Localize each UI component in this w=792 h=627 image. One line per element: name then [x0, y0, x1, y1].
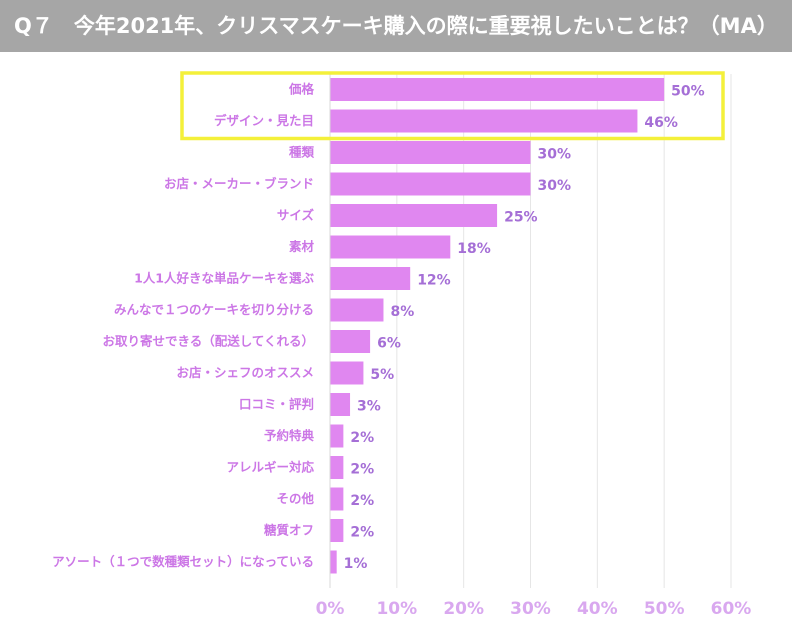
category-label: アソート（１つで数種類セット）になっている — [52, 554, 314, 569]
category-label: その他 — [276, 491, 314, 506]
value-label: 46% — [644, 115, 678, 131]
x-tick-label: 10% — [376, 599, 417, 619]
category-label: 1人1人好きな単品ケーキを選ぶ — [134, 271, 314, 286]
value-label: 2% — [350, 462, 374, 478]
value-label: 3% — [357, 399, 381, 415]
value-label: 2% — [350, 525, 374, 541]
bar — [330, 267, 411, 290]
bar — [330, 361, 364, 385]
bar — [330, 550, 337, 574]
value-label: 30% — [538, 147, 572, 163]
bar — [330, 204, 498, 227]
value-label: 18% — [457, 241, 491, 257]
x-tick-label: 60% — [711, 599, 752, 619]
x-tick-label: 40% — [577, 599, 618, 619]
bar — [330, 424, 344, 448]
category-label: 素材 — [289, 239, 315, 254]
category-label: お店・シェフのオススメ — [176, 365, 314, 380]
bar — [330, 330, 371, 353]
category-label: 価格 — [288, 82, 315, 97]
value-label: 2% — [350, 493, 374, 509]
bar — [330, 78, 665, 101]
bar — [330, 487, 344, 511]
bar — [330, 298, 384, 322]
category-label: デザイン・見た目 — [214, 113, 314, 128]
category-label: 予約特典 — [264, 428, 315, 443]
value-label: 25% — [504, 210, 538, 226]
highlight-box — [180, 71, 725, 141]
bar — [330, 172, 531, 196]
x-tick-label: 0% — [316, 599, 345, 619]
category-label: 口コミ・評判 — [239, 397, 314, 412]
value-label: 30% — [538, 178, 572, 194]
x-tick-label: 30% — [510, 599, 551, 619]
value-label: 5% — [370, 367, 394, 383]
x-tick-label: 20% — [443, 599, 484, 619]
value-label: 6% — [377, 336, 401, 352]
bar — [330, 456, 344, 479]
bar — [330, 109, 638, 133]
question-title: Q７ 今年2021年、クリスマスケーキ購入の際に重要視したいことは？（MA） — [14, 14, 778, 38]
category-label: お店・メーカー・ブランド — [164, 176, 314, 191]
value-label: 1% — [344, 556, 368, 572]
bar — [330, 519, 344, 542]
bar — [330, 235, 451, 259]
category-label: サイズ — [277, 208, 315, 223]
value-label: 8% — [390, 304, 414, 320]
value-label: 2% — [350, 430, 374, 446]
category-label: 糖質オフ — [264, 523, 314, 538]
category-label: お取り寄せできる（配送してくれる） — [102, 334, 314, 349]
header-bar: Q７ 今年2021年、クリスマスケーキ購入の際に重要視したいことは？（MA） — [0, 0, 792, 52]
bar — [330, 393, 351, 416]
value-label: 50% — [671, 84, 705, 100]
x-tick-label: 50% — [644, 599, 685, 619]
bar — [330, 141, 531, 164]
category-label: みんなで１つのケーキを切り分ける — [114, 302, 314, 317]
category-label: アレルギー対応 — [226, 460, 314, 475]
value-label: 12% — [417, 273, 451, 289]
category-label: 種類 — [289, 145, 315, 160]
